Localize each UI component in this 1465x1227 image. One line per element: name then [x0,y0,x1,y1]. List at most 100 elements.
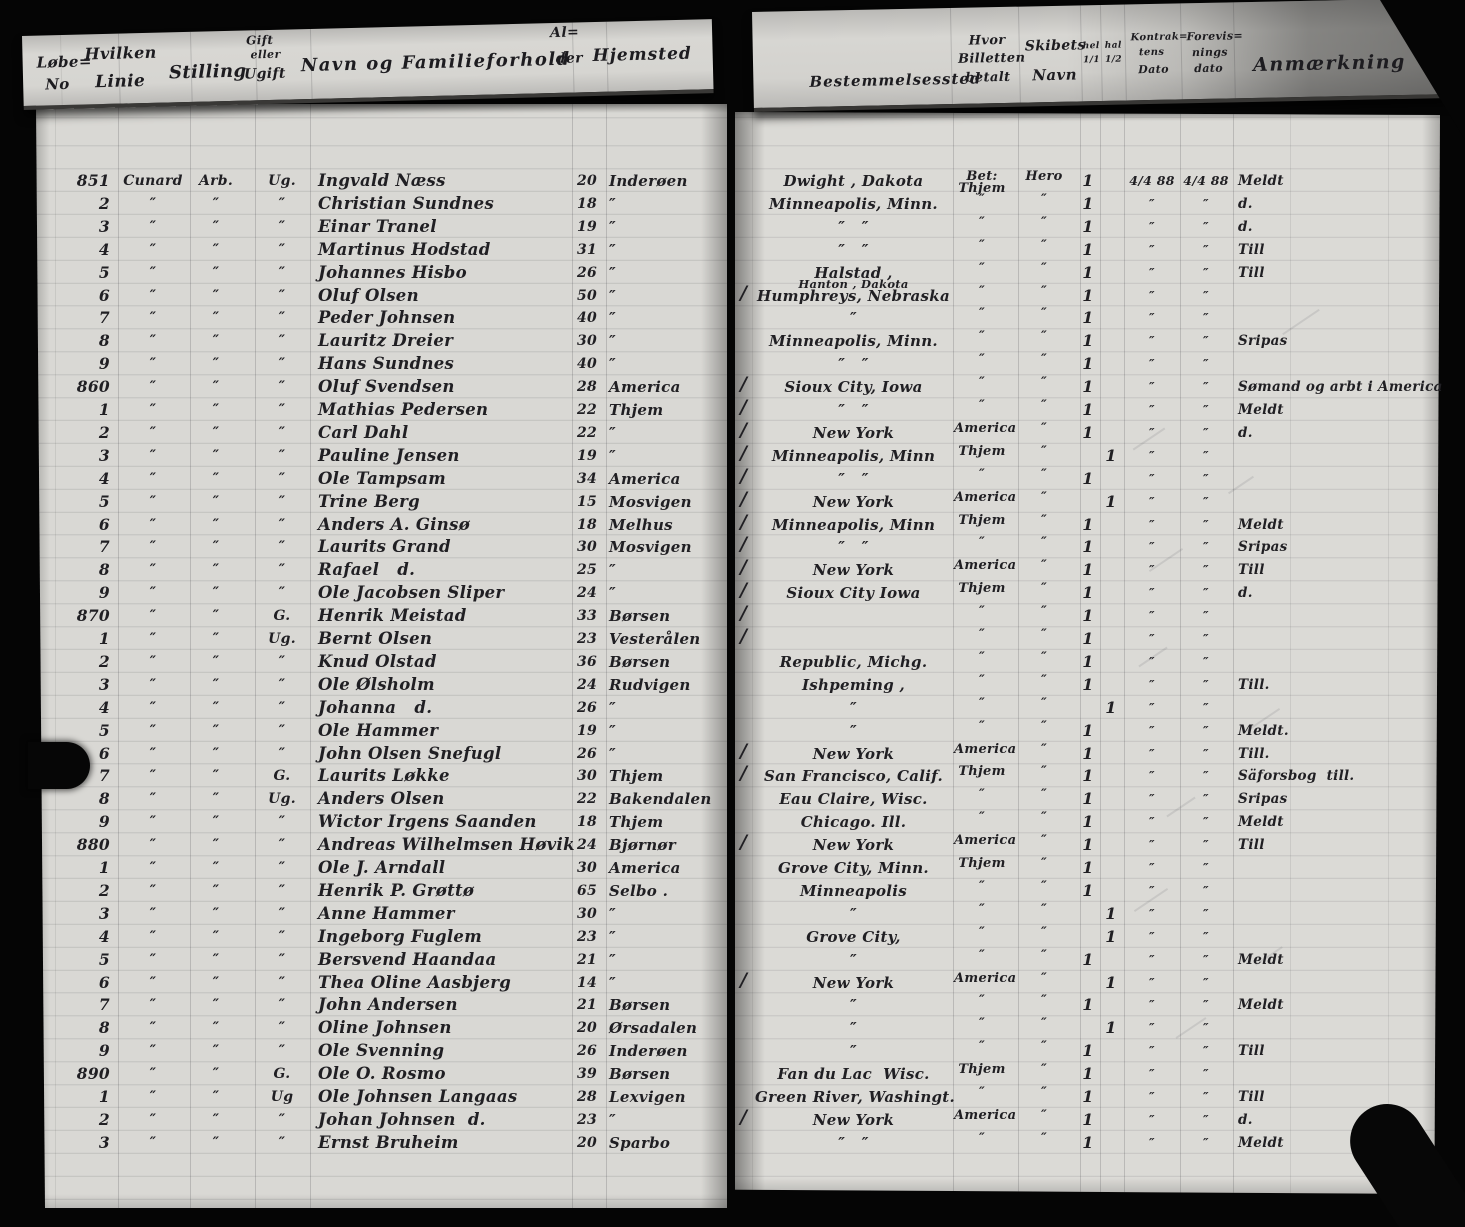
cell-billet-betalt: ″ [978,1039,986,1055]
cell-skibets-navn: ″ [1040,283,1048,299]
cell-navn: Mathias Pedersen [318,400,489,419]
cell-forevisning-dato: ″ [1203,379,1209,395]
cell-forevisning-dato: ″ [1203,814,1209,830]
cell-lobe-nr: 4 [98,239,110,259]
cell-forevisning-dato: ″ [1203,424,1209,440]
cell-alder: 36 [577,653,598,670]
ledger-row: 851 Cunard Arb. Ug. Ingvald Næss 20 Inderøen Dw… [0,170,1465,195]
cell-alder: 23 [577,1111,598,1128]
cell-gift-ugift: G. [273,608,291,625]
cell-antal-hel: 1 [1082,1132,1094,1152]
cell-linie: ″ [149,653,157,670]
cell-hjemsted: Børsen [609,996,671,1015]
left-page [36,104,727,1208]
cell-lobe-nr: 3 [98,1132,110,1152]
cell-bestemmelsessted: New York [812,423,895,442]
cell-alder: 18 [577,195,598,212]
cell-billet-betalt: ″ [978,627,986,642]
cell-lobe-nr: 7 [98,995,110,1015]
cell-bestemmelsessted: New York [812,836,895,855]
cell-linie: ″ [149,722,157,739]
cell-stilling: ″ [212,218,220,235]
cell-antal-hel: 1 [1082,880,1094,900]
cell-linie: ″ [149,1134,157,1151]
cell-bestemmelsessted: Grove City, Minn. [778,859,929,877]
cell-stilling: ″ [212,928,220,945]
cell-antal-halv: 1 [1105,972,1117,992]
cell-lobe-nr: 7 [98,766,110,786]
cell-skibets-navn: ″ [1040,718,1048,734]
cell-billet-betalt: ″ [978,1130,986,1146]
cell-alder: 31 [577,241,598,258]
cell-skibets-navn: ″ [1040,970,1048,986]
cell-linie: ″ [149,745,157,762]
cell-alder: 20 [577,1134,598,1151]
cell-stilling: ″ [212,631,220,647]
cell-billet-betalt: ″ [978,924,986,940]
ledger-row: 6 ″ ″ ″ Thea Oline Aasbjerg 14 ″ New York Americ… [0,970,1465,996]
cell-antal-hel: 1 [1082,422,1094,442]
cell-gift-ugift: ″ [278,860,286,876]
header-skib2: Navn [1032,65,1078,85]
cell-stilling: ″ [212,333,220,350]
cell-kontrakt-dato: ″ [1149,928,1155,944]
header-billet3: betalt [965,69,1011,86]
cell-alder: 30 [577,860,598,876]
cell-kontrakt-dato: ″ [1149,333,1155,349]
cell-hjemsted: Børsen [609,607,671,626]
column-rule [1080,112,1081,1194]
cell-stilling: ″ [212,653,220,670]
cell-gift-ugift: ″ [278,676,286,693]
cell-hjemsted: Mosvigen [609,538,692,557]
cell-hjemsted: Børsen [609,1065,671,1084]
cell-bestemmelsessted: ″ [849,721,857,740]
cell-forevisning-dato: ″ [1203,310,1209,326]
cell-bestemmelsessted: ″ ″ [838,217,869,236]
header-billet2: Billetten [957,50,1026,67]
cell-kontrakt-dato: ″ [1149,516,1155,532]
cell-antal-hel: 1 [1082,239,1094,259]
cell-linie: ″ [149,1020,157,1037]
cell-linie: ″ [149,424,157,441]
cell-lobe-nr: 2 [98,651,110,671]
cell-billet-betalt: ″ [978,306,986,322]
cell-check-mark: / [740,396,748,418]
cell-hjemsted: America [609,469,681,488]
cell-kontrakt-dato: ″ [1149,608,1155,624]
cell-anmaerkning: Till. [1238,745,1270,762]
cell-billet-betalt: ″ [978,260,986,276]
cell-lobe-nr: 4 [98,697,110,717]
cell-kontrakt-dato: ″ [1149,1020,1155,1036]
header-hel2: 1/1 [1082,55,1101,66]
cell-forevisning-dato: ″ [1203,585,1209,601]
cell-stilling: ″ [212,1089,220,1105]
header-alder2: der [555,50,584,67]
cell-alder: 28 [577,379,598,396]
column-rule [1018,112,1019,1194]
cell-alder: 20 [577,173,598,189]
cell-alder: 21 [577,997,598,1014]
cell-hjemsted: ″ [609,1110,617,1129]
cell-lobe-nr: 6 [98,285,110,305]
cell-forevisning-dato: ″ [1203,333,1209,349]
cell-kontrakt-dato: ″ [1149,699,1155,715]
cell-hjemsted: Vesterålen [609,630,701,648]
cell-skibets-navn: ″ [1040,947,1048,963]
cell-hjemsted: ″ [609,927,617,946]
cell-kontrakt-dato: ″ [1149,814,1155,830]
cell-navn: Hans Sundnes [318,354,455,374]
cell-forevisning-dato: ″ [1203,905,1209,921]
cell-billet-betalt: ″ [978,329,986,345]
cell-skibets-navn: ″ [1040,375,1048,391]
cell-hjemsted: ″ [609,446,617,465]
cell-alder: 23 [577,631,598,647]
cell-linie: ″ [149,768,157,785]
cell-stilling: ″ [212,562,220,579]
cell-anmaerkning: Sømand og arbt i America [1238,379,1443,396]
cell-lobe-nr: 9 [98,1041,110,1061]
cell-kontrakt-dato: ″ [1149,951,1155,967]
cell-anmaerkning: Till [1238,1043,1265,1060]
cell-lobe-nr: 1 [98,629,110,648]
cell-check-mark: / [740,831,748,854]
